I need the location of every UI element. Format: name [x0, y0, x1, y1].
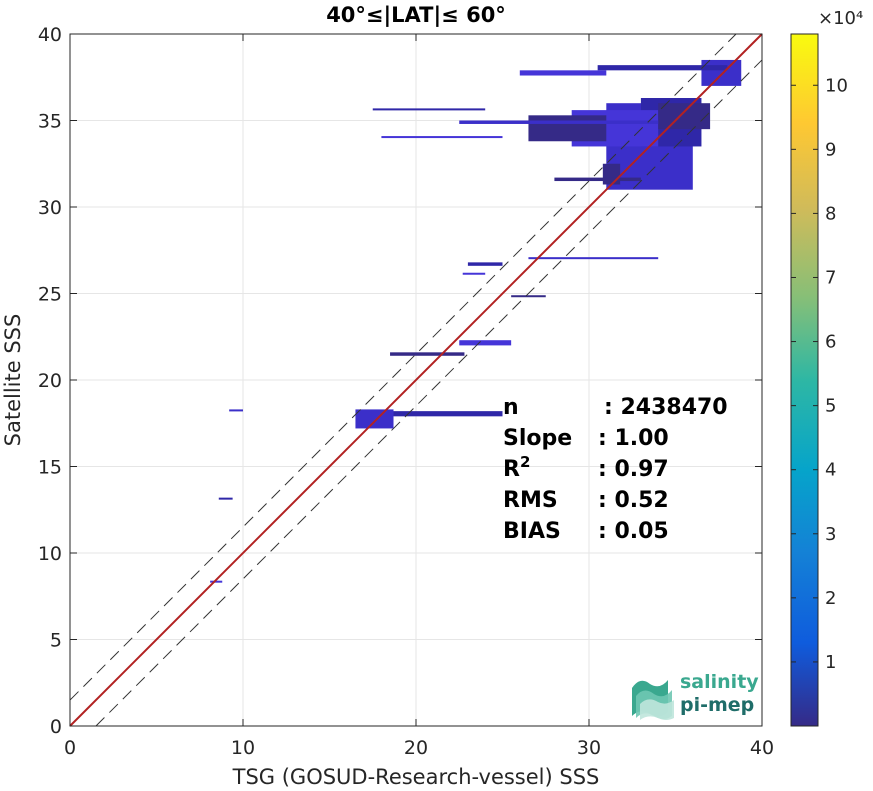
density-cell: [597, 65, 728, 71]
colorbar-gradient: [790, 33, 819, 727]
stat-value: : 0.97: [598, 457, 669, 482]
density-cell: [355, 409, 394, 429]
density-cell: [701, 59, 742, 86]
stat-value: : 0.52: [598, 488, 669, 513]
y-tick-label: 30: [38, 197, 62, 219]
density-cell: [372, 108, 486, 111]
stat-value: : 1.00: [598, 426, 669, 451]
colorbar-tick-label: 7: [825, 267, 836, 288]
y-tick-label: 25: [38, 284, 62, 306]
colorbar-tick-label: 8: [825, 203, 836, 224]
upper-bound-line: [69, 33, 737, 701]
density-cell: [459, 340, 512, 346]
lower-bound-line: [95, 59, 763, 727]
colorbar-exponent: ×10⁴: [818, 8, 863, 29]
stat-label: RMS: [503, 488, 558, 513]
y-axis-label: Satellite SSS: [1, 314, 25, 447]
x-tick-label: 20: [404, 737, 428, 759]
x-tick-label: 40: [750, 737, 774, 759]
density-cells: [210, 59, 742, 583]
stat-label: Slope: [503, 426, 572, 451]
density-cell: [554, 177, 641, 182]
density-cell: [218, 497, 233, 500]
y-tick-label: 40: [38, 24, 62, 46]
colorbar-ticks: 1 2 3 4 5 6 7 8 9 10: [791, 75, 848, 673]
y-tick-label: 35: [38, 111, 62, 133]
colorbar-tick-label: 10: [825, 75, 848, 96]
waves-icon: [632, 680, 674, 720]
x-ticks: 0 10 20 30 40: [64, 34, 774, 759]
density-cell: [393, 411, 503, 417]
density-cell: [459, 120, 659, 124]
density-cell: [528, 115, 607, 142]
colorbar-tick-label: 5: [825, 396, 836, 417]
density-cell: [658, 103, 711, 130]
density-cell: [511, 295, 546, 298]
x-axis-label: TSG (GOSUD-Research-vessel) SSS: [232, 765, 600, 789]
y-tick-label: 10: [38, 543, 62, 565]
y-tick-label: 15: [38, 457, 62, 479]
density-cell: [462, 272, 486, 275]
x-tick-label: 10: [231, 737, 255, 759]
y-ticks: 0 5 10 15 20 25 30 35 40: [38, 24, 762, 738]
x-tick-label: 30: [577, 737, 601, 759]
colorbar-tick-label: 3: [825, 524, 836, 545]
colorbar-tick-label: 1: [825, 652, 836, 673]
salinity-pimep-logo: salinity pi-mep: [632, 671, 759, 720]
density-cell: [528, 257, 659, 260]
density-cell: [602, 163, 621, 185]
plot-area: 0 10 20 30 40 0 5 10 15 20 25 30 35 40: [38, 24, 774, 759]
stat-superscript: 2: [520, 453, 530, 471]
y-tick-label: 0: [50, 716, 62, 738]
y-tick-label: 20: [38, 370, 62, 392]
stat-value: : 0.05: [598, 519, 669, 544]
identity-line: [69, 33, 763, 727]
density-cell: [210, 580, 223, 583]
density-cell: [381, 136, 503, 139]
colorbar-tick-label: 9: [825, 139, 836, 160]
logo-line2: pi-mep: [680, 694, 754, 716]
stat-value: : 2438470: [604, 395, 728, 420]
stat-label: BIAS: [503, 519, 561, 544]
stat-label: n: [503, 395, 519, 420]
density-cell: [390, 352, 465, 356]
y-tick-label: 5: [50, 630, 62, 652]
reference-lines: [69, 33, 763, 727]
x-tick-label: 0: [64, 737, 76, 759]
colorbar-tick-label: 6: [825, 332, 836, 353]
density-cell: [467, 262, 503, 266]
density-cell: [229, 409, 243, 412]
colorbar-tick-label: 4: [825, 460, 836, 481]
logo-line1: salinity: [680, 671, 759, 693]
chart-title: 40°≤|LAT|≤ 60°: [326, 3, 506, 28]
density-cell: [519, 70, 607, 76]
colorbar: 1 2 3 4 5 6 7 8 9 10 ×10⁴: [790, 8, 863, 727]
colorbar-tick-label: 2: [825, 588, 836, 609]
